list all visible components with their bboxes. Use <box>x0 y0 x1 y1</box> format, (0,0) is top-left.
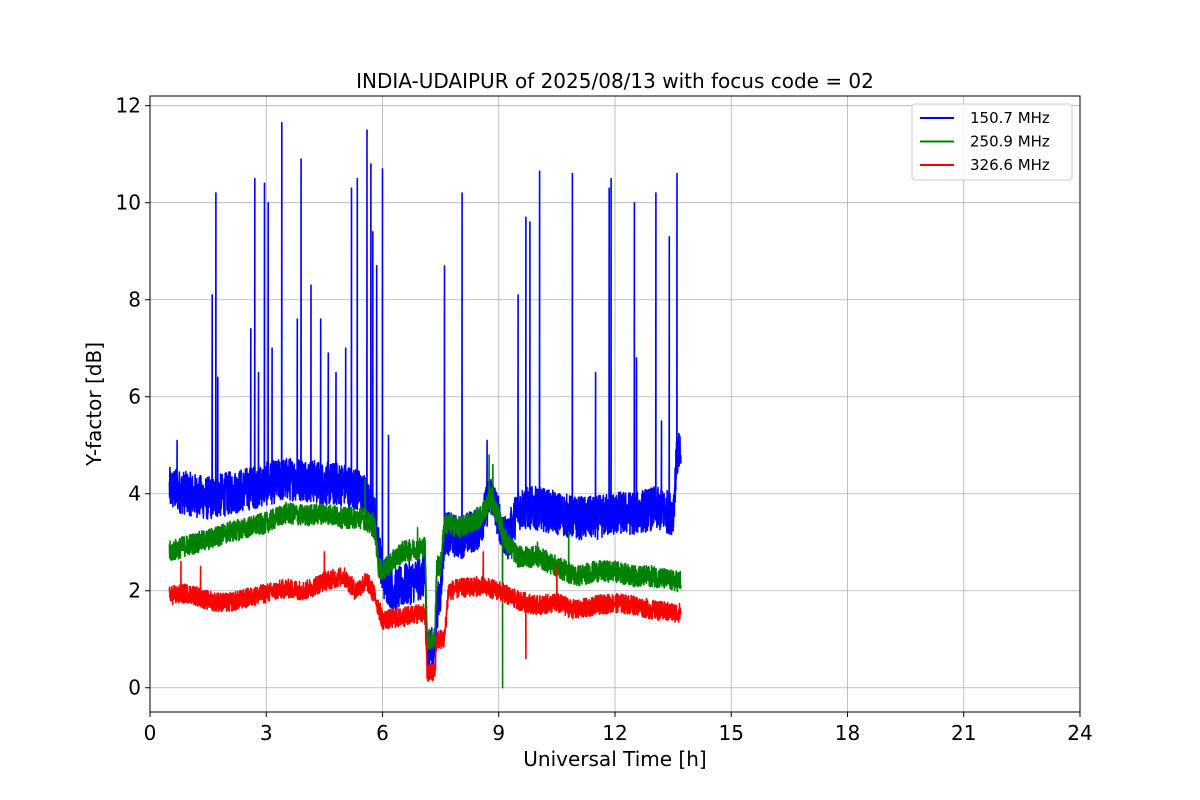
y-tick-label: 4 <box>128 482 141 506</box>
legend: 150.7 MHz 250.9 MHz 326.6 MHz <box>911 103 1073 181</box>
series-line-0 <box>168 121 682 672</box>
y-tick-label: 2 <box>128 579 141 603</box>
chart-title: INDIA-UDAIPUR of 2025/08/13 with focus c… <box>356 69 874 93</box>
x-tick-label: 15 <box>719 721 744 745</box>
series-layer <box>168 121 682 689</box>
x-tick-label: 18 <box>835 721 860 745</box>
x-tick-label: 9 <box>492 721 505 745</box>
legend-label: 250.9 MHz <box>970 133 1050 151</box>
legend-box <box>911 103 1073 181</box>
x-tick-label: 24 <box>1067 721 1092 745</box>
x-tick-label: 3 <box>260 721 273 745</box>
x-tick-label: 21 <box>951 721 976 745</box>
x-tick-label: 0 <box>144 721 157 745</box>
x-axis-label: Universal Time [h] <box>523 747 706 771</box>
x-tick-label: 6 <box>376 721 389 745</box>
y-tick-label: 8 <box>128 288 141 312</box>
y-tick-label: 0 <box>128 676 141 700</box>
legend-label: 150.7 MHz <box>970 109 1050 127</box>
y-tick-label: 10 <box>116 191 141 215</box>
y-tick-label: 6 <box>128 385 141 409</box>
y-tick-label: 12 <box>116 94 141 118</box>
series-line-1 <box>168 454 682 689</box>
legend-label: 326.6 MHz <box>970 156 1050 174</box>
x-tick-label: 12 <box>602 721 627 745</box>
series-line-2 <box>168 551 682 682</box>
y-axis-label: Y-factor [dB] <box>82 342 106 467</box>
